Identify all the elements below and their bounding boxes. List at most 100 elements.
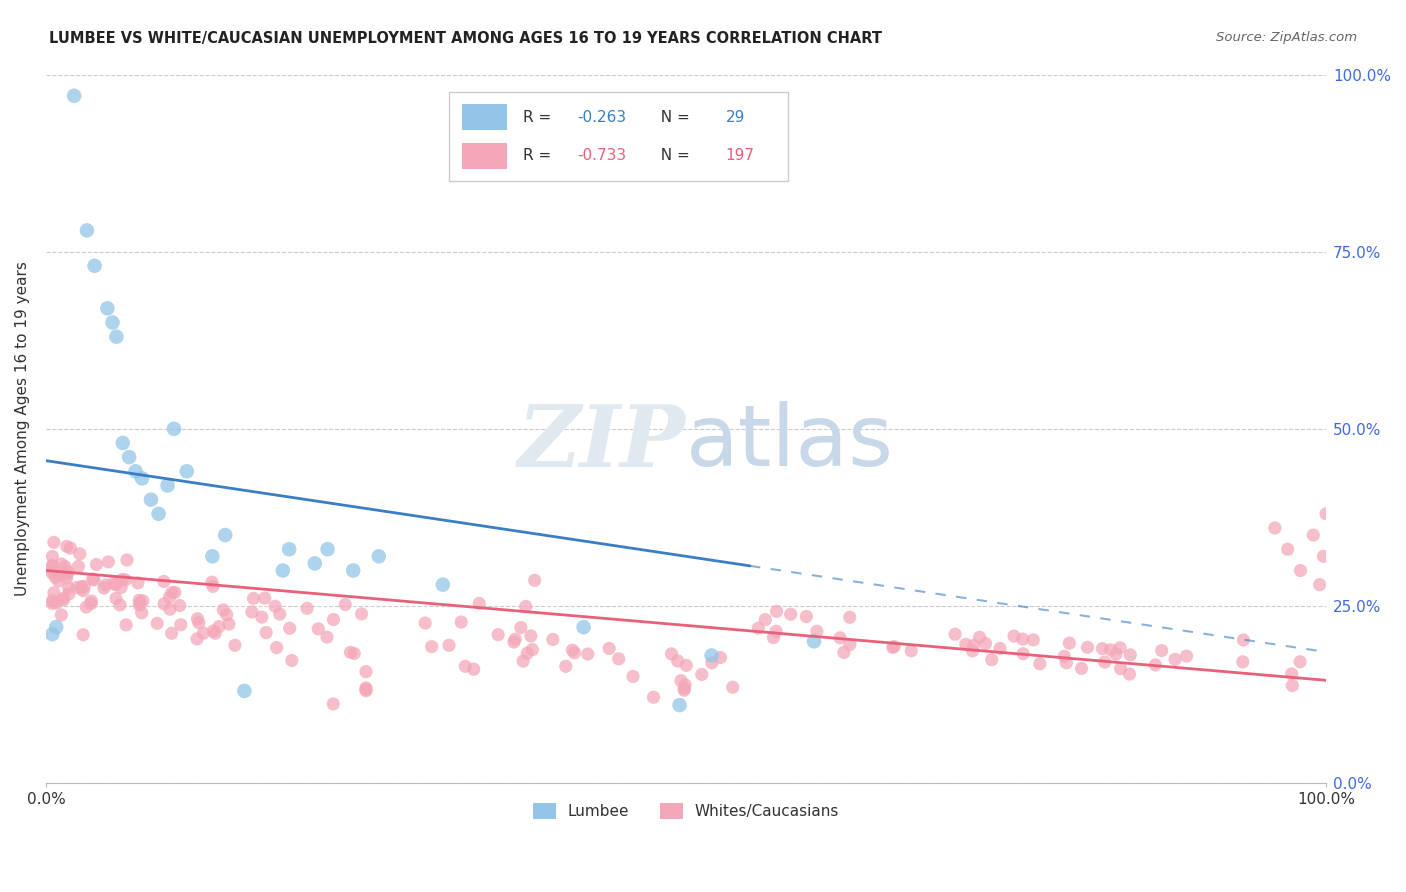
Point [42,564,65,578]
Point [159,602,181,616]
Point [1022,632,1045,647]
Point [204,626,226,640]
Point [1105,647,1128,661]
Point [73,579,96,593]
Point [1011,632,1033,647]
Point [666,654,689,668]
Point [254,625,277,640]
Point [643,690,665,705]
Point [93,581,115,595]
Point [55,539,77,553]
Point [512,654,534,668]
Point [201,579,224,593]
Point [80,597,103,611]
Point [201,575,224,590]
Point [132,594,155,608]
Point [322,697,344,711]
Point [86,558,108,572]
Point [45,596,67,610]
Point [354,681,377,695]
Point [343,647,366,661]
Point [503,635,526,649]
Point [201,549,224,564]
Point [41,596,63,610]
Point [1091,641,1114,656]
Point [669,673,692,688]
Point [45,620,67,634]
Point [111,436,134,450]
Point [721,680,744,694]
Point [1053,649,1076,664]
Point [564,646,586,660]
Point [1277,542,1299,557]
Point [281,653,304,667]
Point [193,626,215,640]
Point [72,628,94,642]
Point [153,574,176,589]
Point [1150,643,1173,657]
FancyBboxPatch shape [463,104,506,129]
Point [104,591,127,606]
Text: R =: R = [523,148,557,163]
Point [765,624,787,639]
Point [1119,648,1142,662]
Text: N =: N = [651,148,695,163]
Point [980,653,1002,667]
Point [131,606,153,620]
Point [55,571,77,585]
Point [974,636,997,650]
Point [250,610,273,624]
Point [339,645,361,659]
Point [1289,655,1312,669]
Point [754,613,776,627]
Point [208,619,231,633]
Point [1059,636,1081,650]
Point [129,596,152,610]
Point [170,617,193,632]
Point [962,638,984,652]
Point [354,682,377,697]
Point [1315,507,1337,521]
FancyBboxPatch shape [449,92,789,181]
Point [988,641,1011,656]
Point [70,581,93,595]
Point [668,698,690,712]
Point [70,580,93,594]
Text: ZIP: ZIP [519,401,686,484]
Point [160,626,183,640]
Point [1144,657,1167,672]
Point [278,542,301,557]
Point [673,683,696,698]
Point [779,607,801,622]
Text: -0.733: -0.733 [578,148,626,163]
Point [572,620,595,634]
Point [59,541,82,555]
Point [53,559,76,574]
Point [66,581,89,595]
Point [1054,656,1077,670]
Point [118,450,141,464]
Point [515,599,537,614]
Point [82,572,104,586]
Text: Source: ZipAtlas.com: Source: ZipAtlas.com [1216,31,1357,45]
Point [111,573,134,587]
Text: 29: 29 [725,110,745,125]
Point [269,607,291,621]
Point [342,564,364,578]
Point [58,565,80,579]
Point [96,301,118,316]
Point [42,586,65,600]
Point [413,615,436,630]
Point [700,648,723,663]
Point [561,643,583,657]
Point [509,621,531,635]
Point [1076,640,1098,655]
Point [661,647,683,661]
Point [838,610,860,624]
Point [832,645,855,659]
Point [131,471,153,485]
Point [51,557,73,571]
Point [322,613,344,627]
Point [224,638,246,652]
Point [304,557,326,571]
